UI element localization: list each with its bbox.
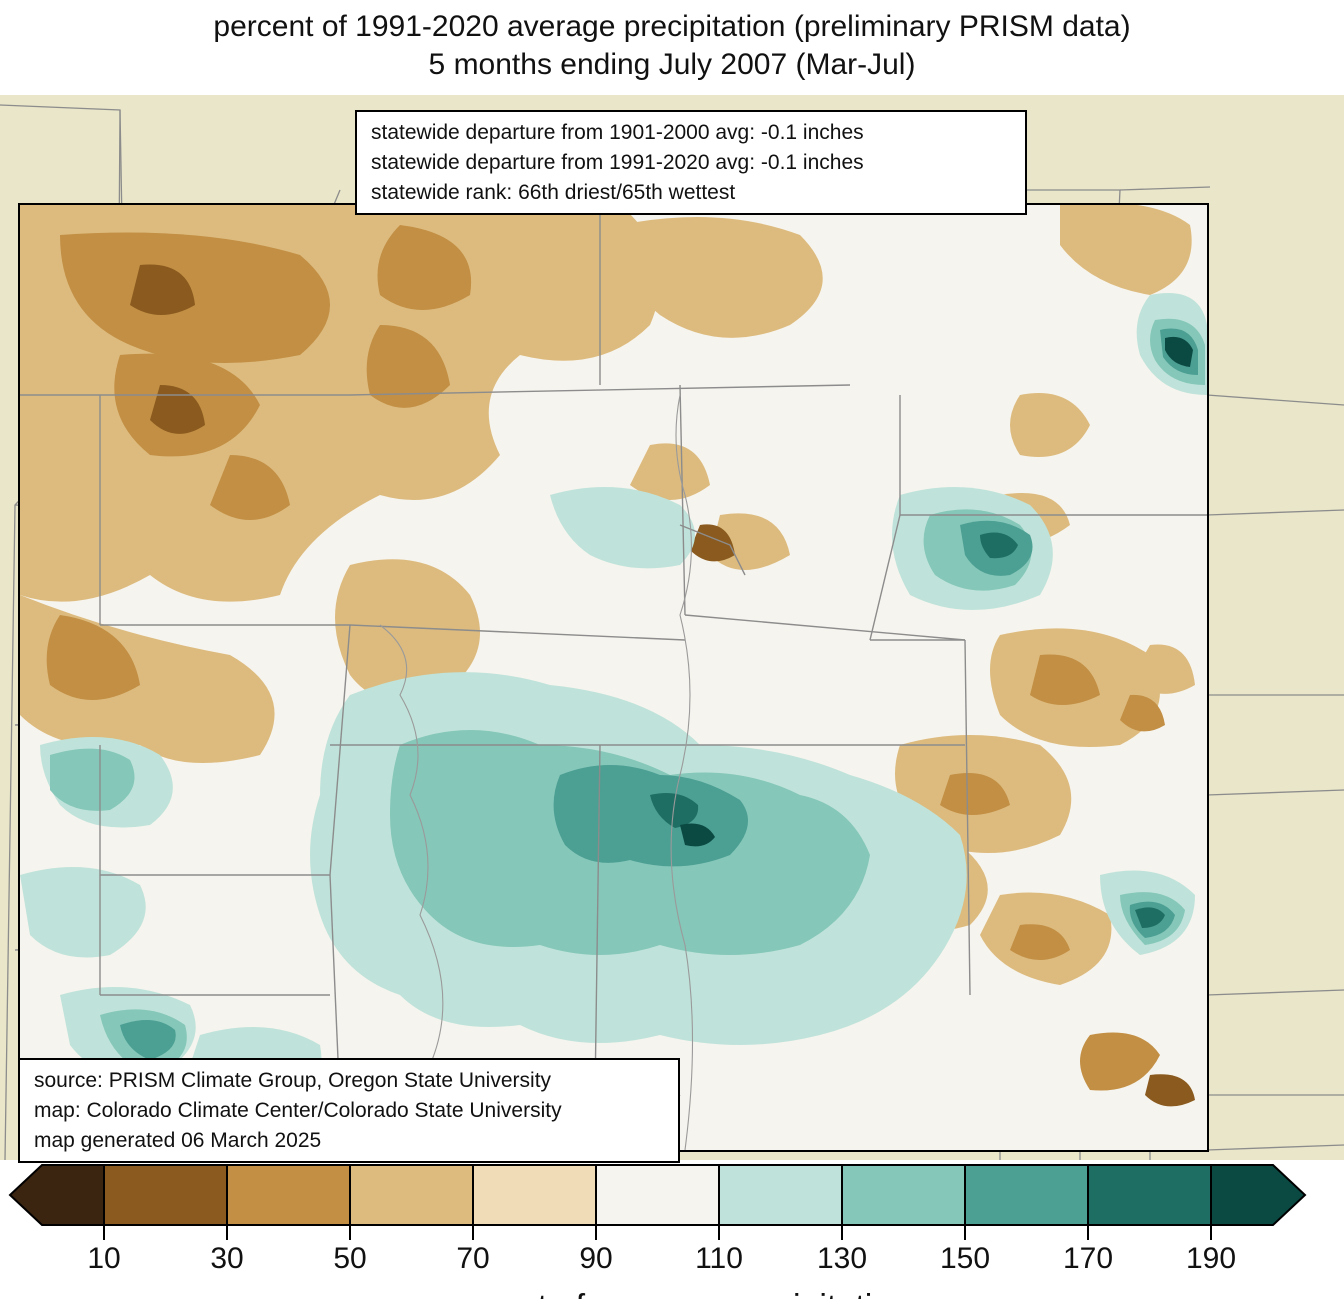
map-screenshot: percent of 1991-2020 average precipitati… — [0, 0, 1344, 1299]
precipitation-contour-map[interactable] — [0, 95, 1344, 1160]
departure-1901-2000-text: statewide departure from 1901-2000 avg: … — [371, 118, 1011, 148]
departure-1991-2020-text: statewide departure from 1991-2020 avg: … — [371, 148, 1011, 178]
legend-axis-title: percent of average precipitation — [0, 1288, 1344, 1299]
chart-title: percent of 1991-2020 average precipitati… — [0, 8, 1344, 83]
statewide-stats-box: statewide departure from 1901-2000 avg: … — [355, 110, 1027, 215]
precipitation-fill-layers — [20, 203, 1207, 1151]
statewide-rank-text: statewide rank: 66th driest/65th wettest — [371, 178, 1011, 208]
map-credit-text: map: Colorado Climate Center/Colorado St… — [34, 1096, 664, 1126]
map-generated-date-text: map generated 06 March 2025 — [34, 1126, 664, 1156]
color-scale-legend[interactable]: 10 30 50 70 90 110 130 150 170 190 perce… — [0, 1160, 1344, 1299]
legend-bar-svg[interactable] — [0, 1160, 1344, 1240]
legend-color-bands — [10, 1165, 1305, 1225]
map-area: statewide departure from 1901-2000 avg: … — [0, 95, 1344, 1160]
source-line-text: source: PRISM Climate Group, Oregon Stat… — [34, 1066, 664, 1096]
source-attribution-box: source: PRISM Climate Group, Oregon Stat… — [18, 1058, 680, 1163]
legend-tick-marks — [104, 1225, 1211, 1240]
